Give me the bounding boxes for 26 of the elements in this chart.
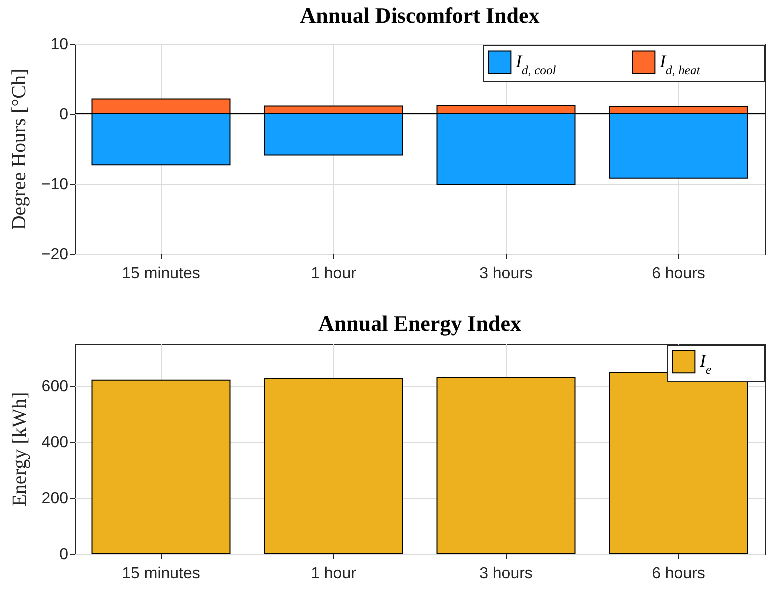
y-tick-label: −10 <box>41 176 69 194</box>
x-tick-label: 1 hour <box>311 266 358 282</box>
x-tick-label: 6 hours <box>652 566 706 582</box>
y-tick-label: 600 <box>42 378 69 396</box>
x-tick-label: 3 hours <box>480 566 533 582</box>
x-tick-label: 15 minutes <box>122 566 200 582</box>
x-tick-label: 3 hours <box>480 266 533 282</box>
bar <box>92 380 231 554</box>
chart-title: Annual Energy Index <box>318 311 522 336</box>
bar <box>436 377 576 554</box>
bar <box>264 378 404 554</box>
legend-label: I$_{d, heat}$ <box>659 51 701 78</box>
legend-label: I$_{e}$ <box>699 351 712 377</box>
y-tick-label: 400 <box>42 434 69 452</box>
legend-label: I$_{d, cool}$ <box>515 51 557 78</box>
y-tick-label: 0 <box>60 546 69 564</box>
y-tick-label: 0 <box>60 106 69 124</box>
y-tick-label: 10 <box>50 36 69 54</box>
chart-title: Annual Discomfort Index <box>300 3 540 28</box>
y-tick-label: −20 <box>41 246 69 264</box>
x-tick-label: 6 hours <box>652 266 706 282</box>
y-axis-title: Energy [kWh] <box>8 392 31 507</box>
y-axis-title: Degree Hours [°Ch] <box>8 68 30 230</box>
x-tick-label: 15 minutes <box>122 266 200 282</box>
y-tick-label: 200 <box>42 490 69 508</box>
x-tick-label: 1 hour <box>311 566 358 582</box>
